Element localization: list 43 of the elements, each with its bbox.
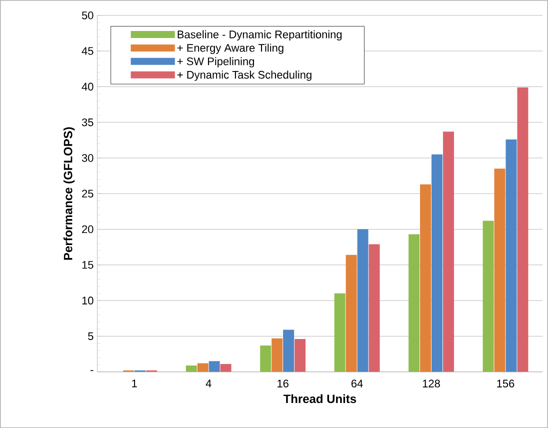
- bar: [408, 234, 420, 372]
- bar: [208, 361, 220, 372]
- x-tick-label: 128: [422, 380, 440, 388]
- x-tick-label: 1: [132, 380, 137, 388]
- x-tick-label: 64: [352, 380, 363, 388]
- legend-label: + Dynamic Task Scheduling: [177, 70, 312, 81]
- y-tick-label: 30: [82, 154, 94, 162]
- y-tick-label: 25: [82, 190, 94, 198]
- y-tick-label: 5: [88, 332, 94, 340]
- x-tick-label: 16: [278, 380, 288, 388]
- y-tick-label: 35: [82, 118, 94, 126]
- bar: [432, 154, 443, 372]
- bar: [186, 365, 197, 372]
- bar: [506, 139, 517, 372]
- bar: [294, 338, 306, 372]
- bar: [260, 345, 272, 372]
- legend-label: + Energy Aware Tiling: [177, 44, 284, 54]
- bar: [197, 363, 208, 372]
- bar: [420, 184, 432, 372]
- bar: [357, 229, 368, 372]
- y-axis-title: Performance (GFLOPS): [63, 127, 75, 260]
- bar: [494, 168, 506, 372]
- bar: [443, 132, 454, 372]
- x-axis-title: Thread Units: [283, 394, 356, 403]
- bar: [283, 330, 294, 372]
- bar: [482, 220, 494, 372]
- y-tick-label: 15: [82, 261, 94, 269]
- x-tick-label: 156: [497, 380, 514, 388]
- y-tick-label: 20: [82, 225, 94, 234]
- bar: [346, 254, 357, 372]
- y-tick-label: 40: [82, 82, 94, 90]
- y-tick-label: 50: [82, 11, 94, 20]
- y-tick-label: -: [90, 370, 94, 371]
- bar: [334, 293, 346, 372]
- bar: [220, 364, 232, 372]
- legend-label: Baseline - Dynamic Repartitioning: [178, 30, 342, 40]
- bar: [272, 338, 283, 372]
- x-tick-label: 4: [206, 380, 212, 388]
- legend-label: + SW Pipelining: [177, 57, 254, 68]
- y-tick-label: 45: [82, 47, 94, 55]
- y-tick-label: 10: [82, 296, 94, 304]
- bar: [517, 87, 528, 372]
- bar: [368, 244, 380, 372]
